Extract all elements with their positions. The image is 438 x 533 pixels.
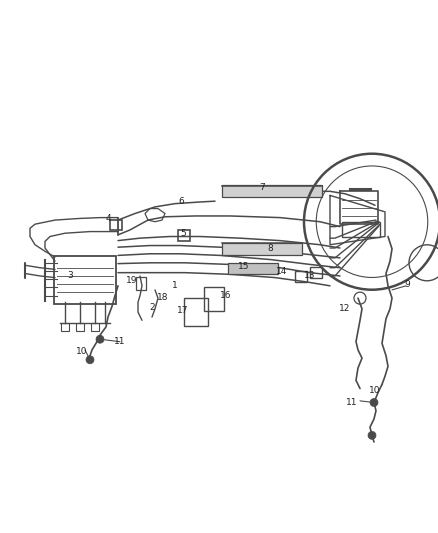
Text: 16: 16	[220, 291, 232, 300]
Text: 1: 1	[172, 281, 178, 290]
Circle shape	[370, 399, 378, 407]
Circle shape	[368, 431, 376, 439]
Text: 2: 2	[149, 303, 155, 312]
Text: 10: 10	[76, 347, 88, 356]
Text: 17: 17	[177, 306, 189, 315]
Text: 8: 8	[267, 244, 273, 253]
FancyBboxPatch shape	[228, 263, 279, 274]
Text: 6: 6	[178, 198, 184, 206]
Text: 12: 12	[339, 304, 351, 313]
Text: 15: 15	[238, 262, 250, 271]
Text: 5: 5	[180, 229, 186, 238]
Text: 14: 14	[276, 266, 288, 276]
Text: 7: 7	[259, 183, 265, 192]
FancyBboxPatch shape	[222, 185, 322, 198]
Circle shape	[86, 356, 94, 364]
Text: 3: 3	[67, 271, 73, 280]
Text: 18: 18	[157, 293, 169, 302]
Text: 11: 11	[114, 337, 126, 346]
Text: 11: 11	[346, 398, 358, 407]
Text: 4: 4	[105, 214, 111, 223]
Text: 10: 10	[369, 386, 381, 395]
Text: 13: 13	[304, 271, 316, 280]
FancyBboxPatch shape	[222, 243, 302, 255]
Circle shape	[96, 335, 104, 343]
Text: 9: 9	[404, 280, 410, 289]
Text: 19: 19	[126, 277, 138, 285]
